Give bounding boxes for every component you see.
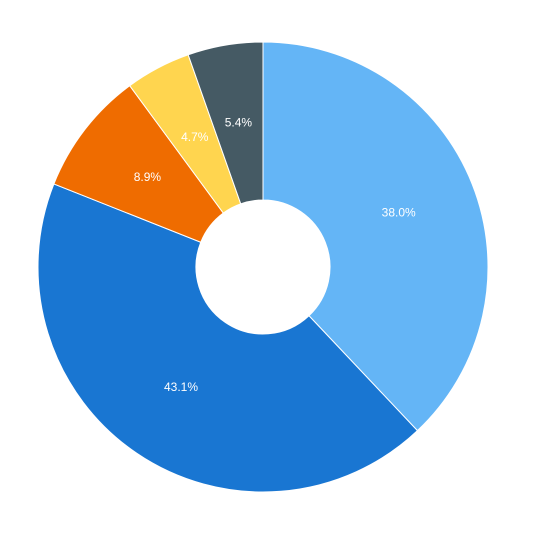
data-label: 8.9% — [134, 170, 162, 184]
data-label: 38.0% — [382, 205, 416, 219]
data-label: 5.4% — [225, 115, 253, 129]
donut-slice — [53, 85, 225, 243]
data-label: 4.7% — [181, 130, 209, 144]
data-label: 43.1% — [164, 380, 198, 394]
donut-slice — [187, 41, 264, 205]
donut-slice — [37, 183, 419, 493]
donut-slice — [262, 41, 489, 432]
